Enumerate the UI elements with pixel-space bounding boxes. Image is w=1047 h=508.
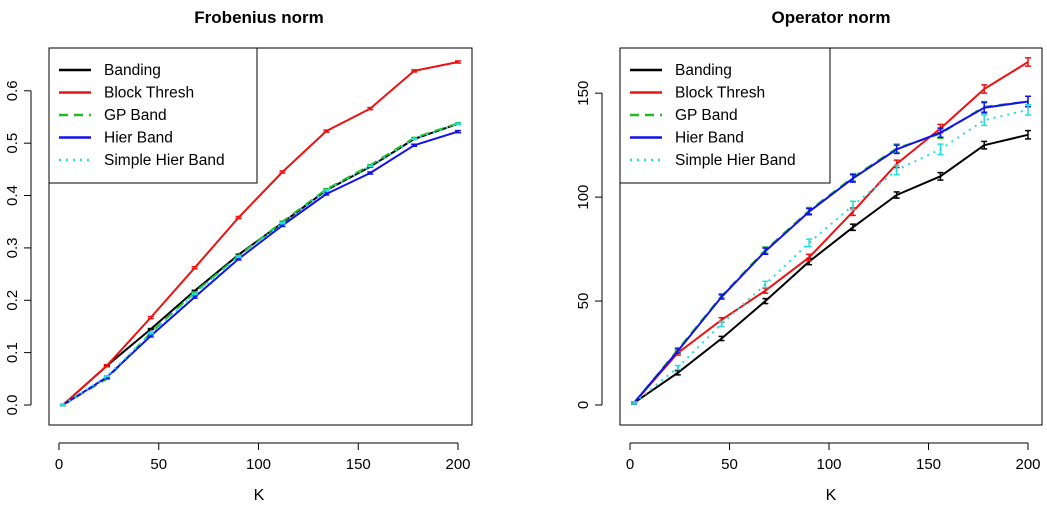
operator-norm-x-tick-label: 100	[816, 456, 841, 473]
operator-norm-block-thresh-line	[633, 61, 1029, 404]
operator-norm-legend: Banding Block Thresh GP Band Hier Band Simpl…	[619, 47, 831, 184]
frobenius-norm-x-tick-label: 150	[346, 456, 371, 473]
frobenius-norm-legend-label-gp-band: GP Band	[104, 107, 167, 124]
frobenius-norm-hier-band-line	[62, 130, 459, 406]
frobenius-norm-legend-label-hier-band: Hier Band	[104, 130, 173, 147]
operator-norm-legend-label-hier-band: Hier Band	[675, 130, 744, 147]
operator-norm-legend-label-gp-band: GP Band	[675, 107, 738, 124]
frobenius-norm-y-tick-label: 0.2	[4, 290, 21, 311]
frobenius-norm-title: Frobenius norm	[194, 8, 323, 27]
operator-norm-banding-line	[633, 133, 1029, 404]
operator-norm-x-tick-label: 50	[721, 456, 738, 473]
operator-norm-legend-label-block-thresh: Block Thresh	[675, 85, 765, 102]
frobenius-norm-legend-label-simple-hier-band: Simple Hier Band	[104, 152, 225, 169]
operator-norm-x-axis-label: K	[826, 487, 837, 504]
frobenius-norm-plot-frame	[48, 47, 473, 426]
operator-norm-panel: Operator norm 0 50 100 150 200 K 0 50 100 150 Bandi…	[575, 8, 1043, 504]
operator-norm-legend-label-banding: Banding	[675, 62, 732, 79]
operator-norm-y-tick-label: 100	[575, 185, 592, 210]
frobenius-norm-legend-label-block-thresh: Block Thresh	[104, 85, 194, 102]
frobenius-norm-y-tick-label: 0.3	[4, 237, 21, 258]
frobenius-norm-block-thresh-line	[62, 61, 459, 406]
frobenius-norm-x-tick-label: 50	[150, 456, 167, 473]
frobenius-norm-panel: Frobenius norm 0 50 100 150 200 K 0.0 0.1 0.2 0.3 0…	[4, 8, 473, 504]
operator-norm-hier-band-line	[633, 100, 1029, 404]
operator-norm-x-tick-label: 150	[916, 456, 941, 473]
frobenius-norm-x-tick-label: 200	[445, 456, 470, 473]
frobenius-norm-x-tick-label: 100	[246, 456, 271, 473]
frobenius-norm-y-tick-label: 0.1	[4, 342, 21, 363]
frobenius-norm-y-tick-label: 0.6	[4, 80, 21, 101]
operator-norm-y-tick-label: 150	[575, 81, 592, 106]
operator-norm-plot-frame	[619, 47, 1043, 426]
frobenius-norm-legend-label-banding: Banding	[104, 62, 161, 79]
operator-norm-title: Operator norm	[771, 8, 890, 27]
frobenius-norm-y-tick-label: 0.4	[4, 185, 21, 206]
frobenius-norm-legend: Banding Block Thresh GP Band Hier Band Simpl…	[48, 47, 258, 184]
operator-norm-simple-hier-band-line	[633, 108, 1029, 404]
frobenius-norm-x-axis-label: K	[254, 487, 265, 504]
frobenius-norm-y-tick-label: 0.5	[4, 133, 21, 154]
frobenius-norm-x-tick-label: 0	[55, 456, 63, 473]
operator-norm-x-tick-label: 0	[626, 456, 634, 473]
operator-norm-y-tick-label: 50	[575, 293, 592, 310]
operator-norm-legend-label-simple-hier-band: Simple Hier Band	[675, 152, 796, 169]
operator-norm-y-tick-label: 0	[575, 401, 592, 409]
frobenius-norm-y-tick-label: 0.0	[4, 395, 21, 416]
operator-norm-x-tick-label: 200	[1015, 456, 1040, 473]
